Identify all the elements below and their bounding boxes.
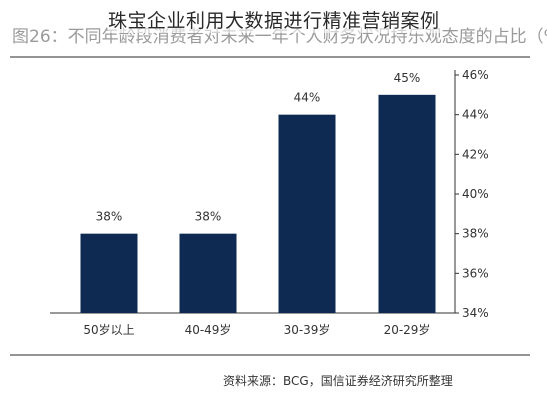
y-tick-label: 34% — [462, 306, 489, 320]
y-ticks: 34% 36% 38% 40% 42% 44% 46% — [455, 68, 489, 320]
y-tick-label: 44% — [462, 108, 489, 122]
bar-value-label: 38% — [195, 210, 222, 224]
y-tick-label: 42% — [462, 147, 489, 161]
bar-value-label: 44% — [294, 91, 321, 105]
category-label: 40-49岁 — [185, 322, 232, 337]
category-label: 20-29岁 — [384, 322, 431, 337]
y-tick-label: 38% — [462, 227, 489, 241]
category-label: 50岁以上 — [83, 322, 134, 337]
source-note: 资料来源：BCG，国信证券经济研究所整理 — [223, 373, 453, 388]
bar — [80, 233, 138, 313]
bar — [278, 114, 336, 314]
bar — [378, 94, 436, 313]
category-label: 30-39岁 — [284, 322, 331, 337]
bar — [179, 233, 237, 313]
bars — [80, 94, 436, 314]
bar-value-label: 38% — [96, 210, 123, 224]
overlay-title: 珠宝企业利用大数据进行精准营销案例 — [108, 6, 440, 33]
y-tick-label: 40% — [462, 187, 489, 201]
y-tick-label: 36% — [462, 266, 489, 280]
category-labels: 20-29岁 30-39岁 40-49岁 50岁以上 — [83, 322, 430, 337]
y-tick-label: 46% — [462, 68, 489, 82]
data-labels: 45% 44% 38% 38% — [96, 71, 421, 224]
bar-value-label: 45% — [394, 71, 421, 85]
